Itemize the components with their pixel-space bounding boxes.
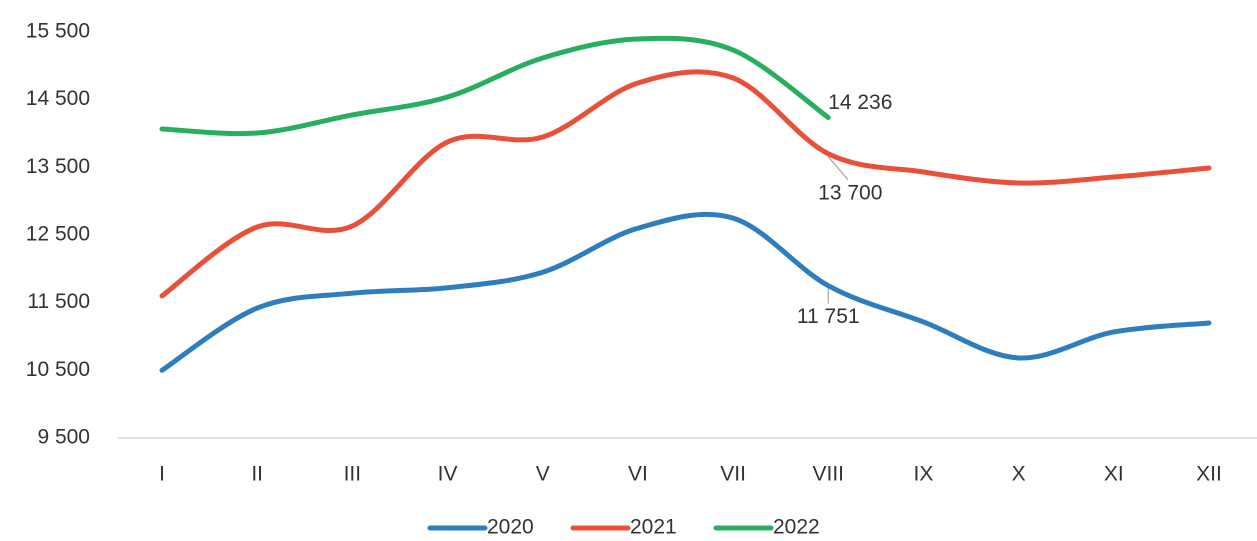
y-tick-label: 9 500 xyxy=(37,426,90,449)
x-tick-label: VIII xyxy=(813,463,845,486)
x-tick-label: XII xyxy=(1196,463,1222,486)
x-tick-label: IX xyxy=(914,463,934,486)
legend-label: 2022 xyxy=(773,516,820,539)
x-tick-label: VI xyxy=(628,463,648,486)
data-label: 13 700 xyxy=(818,181,882,204)
x-tick-label: XI xyxy=(1104,463,1124,486)
x-tick-label: IV xyxy=(438,463,458,486)
x-tick-label: VII xyxy=(720,463,746,486)
x-tick-label: II xyxy=(251,463,263,486)
series-line xyxy=(159,69,1212,299)
y-tick-label: 15 500 xyxy=(26,20,90,43)
y-tick-label: 10 500 xyxy=(26,358,90,381)
legend-label: 2021 xyxy=(630,516,677,539)
y-tick-label: 14 500 xyxy=(26,87,90,110)
data-label: 14 236 xyxy=(828,91,892,114)
data-label: 11 751 xyxy=(797,305,860,328)
x-tick-label: III xyxy=(344,463,362,486)
y-tick-label: 11 500 xyxy=(27,290,90,313)
y-tick-label: 12 500 xyxy=(26,223,90,246)
x-tick-label: X xyxy=(1012,463,1026,486)
series-line xyxy=(159,211,1212,373)
x-tick-label: I xyxy=(159,463,165,486)
series-line xyxy=(159,35,831,137)
legend-label: 2020 xyxy=(487,516,534,539)
y-tick-label: 13 500 xyxy=(26,155,90,178)
x-tick-label: V xyxy=(536,463,550,486)
leader-line xyxy=(827,156,849,181)
